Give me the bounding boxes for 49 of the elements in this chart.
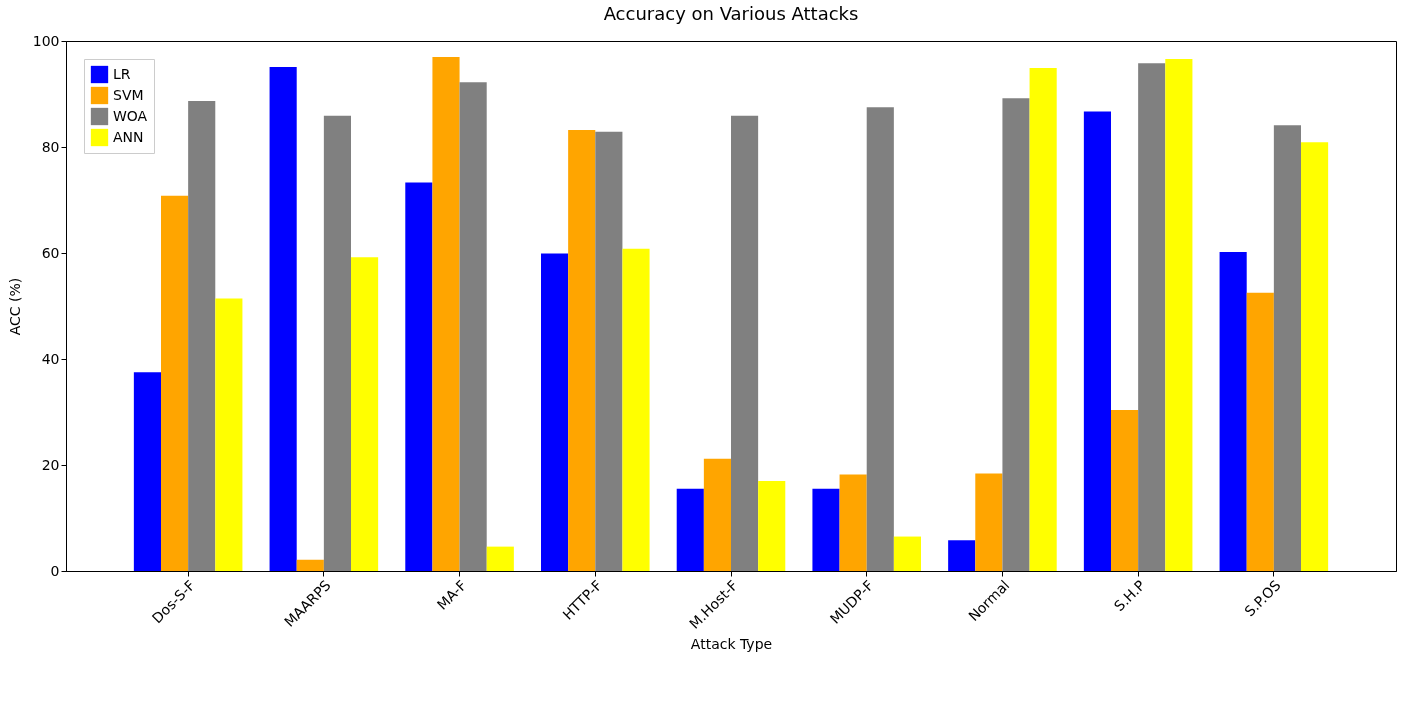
chart-title: Accuracy on Various Attacks — [603, 3, 859, 24]
legend-label: WOA — [113, 107, 148, 124]
bar — [1246, 292, 1274, 571]
bar — [269, 66, 297, 571]
bar — [839, 474, 867, 571]
y-tick-label: 0 — [50, 562, 60, 579]
y-axis-title: ACC (%) — [6, 277, 23, 336]
bar — [133, 372, 161, 571]
bar — [758, 480, 786, 571]
legend-label: SVM — [113, 86, 144, 103]
bar — [1083, 111, 1111, 571]
bar — [703, 458, 731, 571]
bar — [731, 115, 759, 571]
x-axis-title: Attack Type — [690, 635, 773, 652]
y-tick-label: 60 — [41, 244, 60, 261]
bar — [161, 195, 189, 571]
bar — [676, 488, 704, 571]
bar — [1165, 59, 1193, 571]
bar — [568, 130, 596, 571]
bar — [1029, 68, 1057, 571]
bar — [866, 107, 894, 571]
bar — [323, 115, 351, 571]
bar — [459, 82, 487, 571]
bar — [812, 488, 840, 571]
bar — [893, 536, 921, 571]
legend-label: ANN — [113, 128, 144, 145]
y-tick-label: 20 — [41, 456, 60, 473]
bar — [595, 131, 623, 571]
bar — [351, 257, 379, 571]
bar — [188, 100, 216, 571]
y-tick-label: 80 — [41, 138, 60, 155]
bar — [1219, 251, 1247, 571]
bar — [1002, 98, 1030, 571]
bar — [432, 56, 460, 571]
bar — [486, 546, 514, 571]
y-tick-label: 100 — [32, 32, 60, 49]
bar — [1273, 125, 1301, 571]
bar — [541, 253, 569, 571]
bar — [975, 473, 1003, 571]
bar — [1301, 142, 1329, 571]
bar — [215, 298, 243, 571]
bar — [1111, 409, 1139, 571]
bar — [405, 182, 433, 571]
bar — [622, 248, 650, 571]
bar — [296, 559, 324, 571]
bar — [1138, 63, 1166, 571]
legend-label: LR — [113, 65, 131, 82]
bar — [948, 540, 976, 571]
y-tick-label: 40 — [41, 350, 60, 367]
